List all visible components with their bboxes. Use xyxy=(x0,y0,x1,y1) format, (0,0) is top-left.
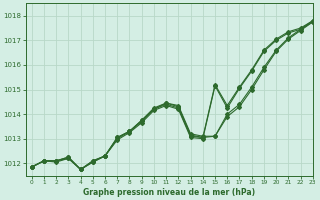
X-axis label: Graphe pression niveau de la mer (hPa): Graphe pression niveau de la mer (hPa) xyxy=(83,188,255,197)
